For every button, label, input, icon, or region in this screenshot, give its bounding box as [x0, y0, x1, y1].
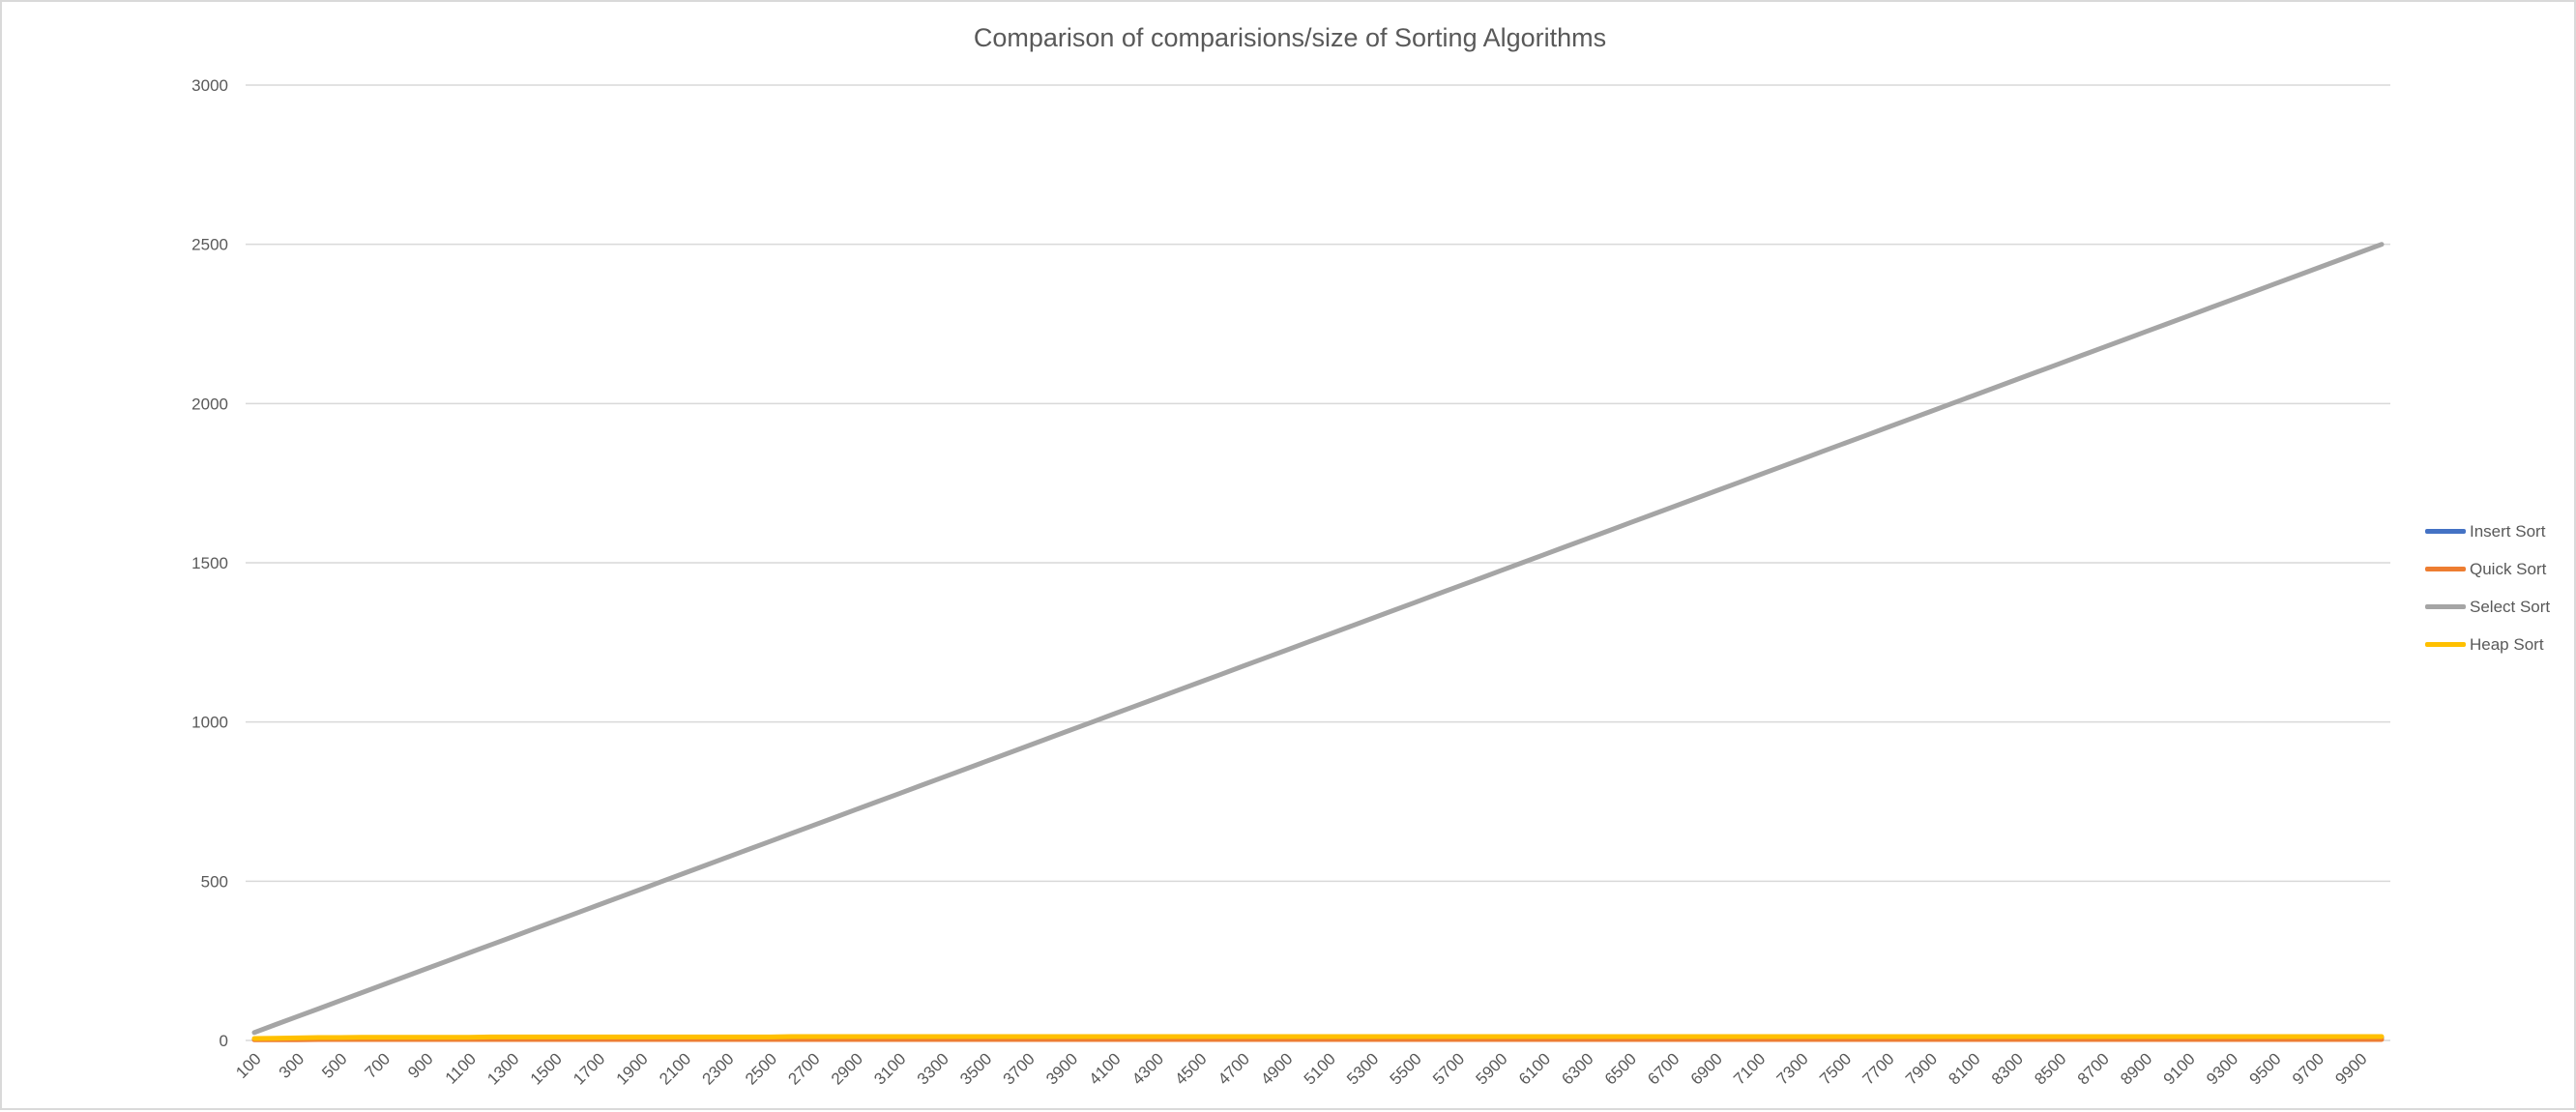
legend-swatch: [2425, 567, 2466, 571]
x-tick-label: 9500: [2246, 1049, 2285, 1088]
x-tick-label: 2900: [828, 1049, 866, 1088]
x-tick-label: 700: [362, 1049, 394, 1081]
x-tick-label: 4700: [1215, 1049, 1253, 1088]
legend-item-insert-sort[interactable]: Insert Sort: [2425, 512, 2550, 550]
x-tick-label: 2500: [742, 1049, 780, 1088]
y-tick-label: 2000: [191, 395, 228, 413]
x-tick-label: 3500: [956, 1049, 995, 1088]
x-tick-label: 5900: [1473, 1049, 1511, 1088]
x-tick-label: 9700: [2289, 1049, 2327, 1088]
y-tick-label: 3000: [191, 76, 228, 95]
x-tick-label: 6500: [1601, 1049, 1640, 1088]
x-tick-label: 6900: [1687, 1049, 1726, 1088]
x-tick-label: 6300: [1558, 1049, 1596, 1088]
x-tick-label: 7700: [1859, 1049, 1898, 1088]
y-tick-label: 1000: [191, 714, 228, 732]
x-tick-label: 4100: [1086, 1049, 1125, 1088]
legend-label: Quick Sort: [2470, 560, 2546, 579]
legend-swatch: [2425, 642, 2466, 647]
x-tick-label: 3100: [870, 1049, 909, 1088]
x-tick-label: 2100: [656, 1049, 694, 1088]
gridlines: [246, 85, 2390, 1040]
x-tick-label: 8500: [2031, 1049, 2069, 1088]
legend-label: Select Sort: [2470, 598, 2550, 617]
legend-item-quick-sort[interactable]: Quick Sort: [2425, 550, 2550, 588]
x-tick-label: 3700: [1000, 1049, 1039, 1088]
x-tick-label: 2300: [699, 1049, 738, 1088]
x-tick-label: 2700: [784, 1049, 823, 1088]
x-tick-label: 3900: [1042, 1049, 1081, 1088]
x-tick-label: 7300: [1773, 1049, 1812, 1088]
x-tick-label: 8100: [1945, 1049, 1983, 1088]
x-tick-label: 5700: [1429, 1049, 1468, 1088]
series-line-select-sort: [254, 245, 2382, 1033]
x-tick-label: 5500: [1387, 1049, 1425, 1088]
x-tick-label: 9300: [2203, 1049, 2241, 1088]
series-lines: [254, 245, 2382, 1040]
x-tick-label: 100: [232, 1049, 264, 1081]
y-tick-label: 1500: [191, 554, 228, 572]
x-tick-label: 1300: [483, 1049, 522, 1088]
x-tick-label: 8300: [1988, 1049, 2027, 1088]
y-axis-tick-labels: 0 500 1000 1500 2000 2500 3000: [191, 76, 228, 1050]
x-tick-label: 9900: [2331, 1049, 2370, 1088]
x-tick-label: 900: [404, 1049, 436, 1081]
x-tick-label: 6100: [1515, 1049, 1554, 1088]
x-tick-label: 500: [318, 1049, 350, 1081]
x-tick-label: 4300: [1128, 1049, 1167, 1088]
x-tick-label: 9100: [2160, 1049, 2199, 1088]
x-tick-label: 7100: [1730, 1049, 1769, 1088]
x-tick-label: 1900: [613, 1049, 652, 1088]
x-tick-label: 3300: [914, 1049, 952, 1088]
legend-swatch: [2425, 529, 2466, 534]
legend: Insert Sort Quick Sort Select Sort Heap …: [2425, 512, 2550, 663]
y-tick-label: 0: [220, 1032, 228, 1050]
legend-label: Insert Sort: [2470, 522, 2545, 541]
series-line-heap-sort: [254, 1037, 2382, 1039]
x-tick-label: 8700: [2074, 1049, 2113, 1088]
x-tick-label: 4900: [1257, 1049, 1296, 1088]
x-tick-label: 8900: [2117, 1049, 2155, 1088]
x-tick-label: 7500: [1816, 1049, 1855, 1088]
x-tick-label: 6700: [1644, 1049, 1683, 1088]
y-tick-label: 2500: [191, 236, 228, 254]
legend-item-heap-sort[interactable]: Heap Sort: [2425, 626, 2550, 663]
x-tick-label: 7900: [1902, 1049, 1941, 1088]
legend-item-select-sort[interactable]: Select Sort: [2425, 588, 2550, 626]
x-tick-label: 1500: [527, 1049, 566, 1088]
x-tick-label: 5100: [1301, 1049, 1339, 1088]
x-tick-label: 1100: [442, 1049, 480, 1087]
x-tick-label: 300: [276, 1049, 307, 1081]
y-tick-label: 500: [201, 872, 228, 891]
legend-swatch: [2425, 604, 2466, 609]
x-tick-label: 4500: [1171, 1049, 1210, 1088]
x-tick-label: 5300: [1343, 1049, 1382, 1088]
x-tick-label: 1700: [570, 1049, 608, 1088]
legend-label: Heap Sort: [2470, 635, 2544, 655]
